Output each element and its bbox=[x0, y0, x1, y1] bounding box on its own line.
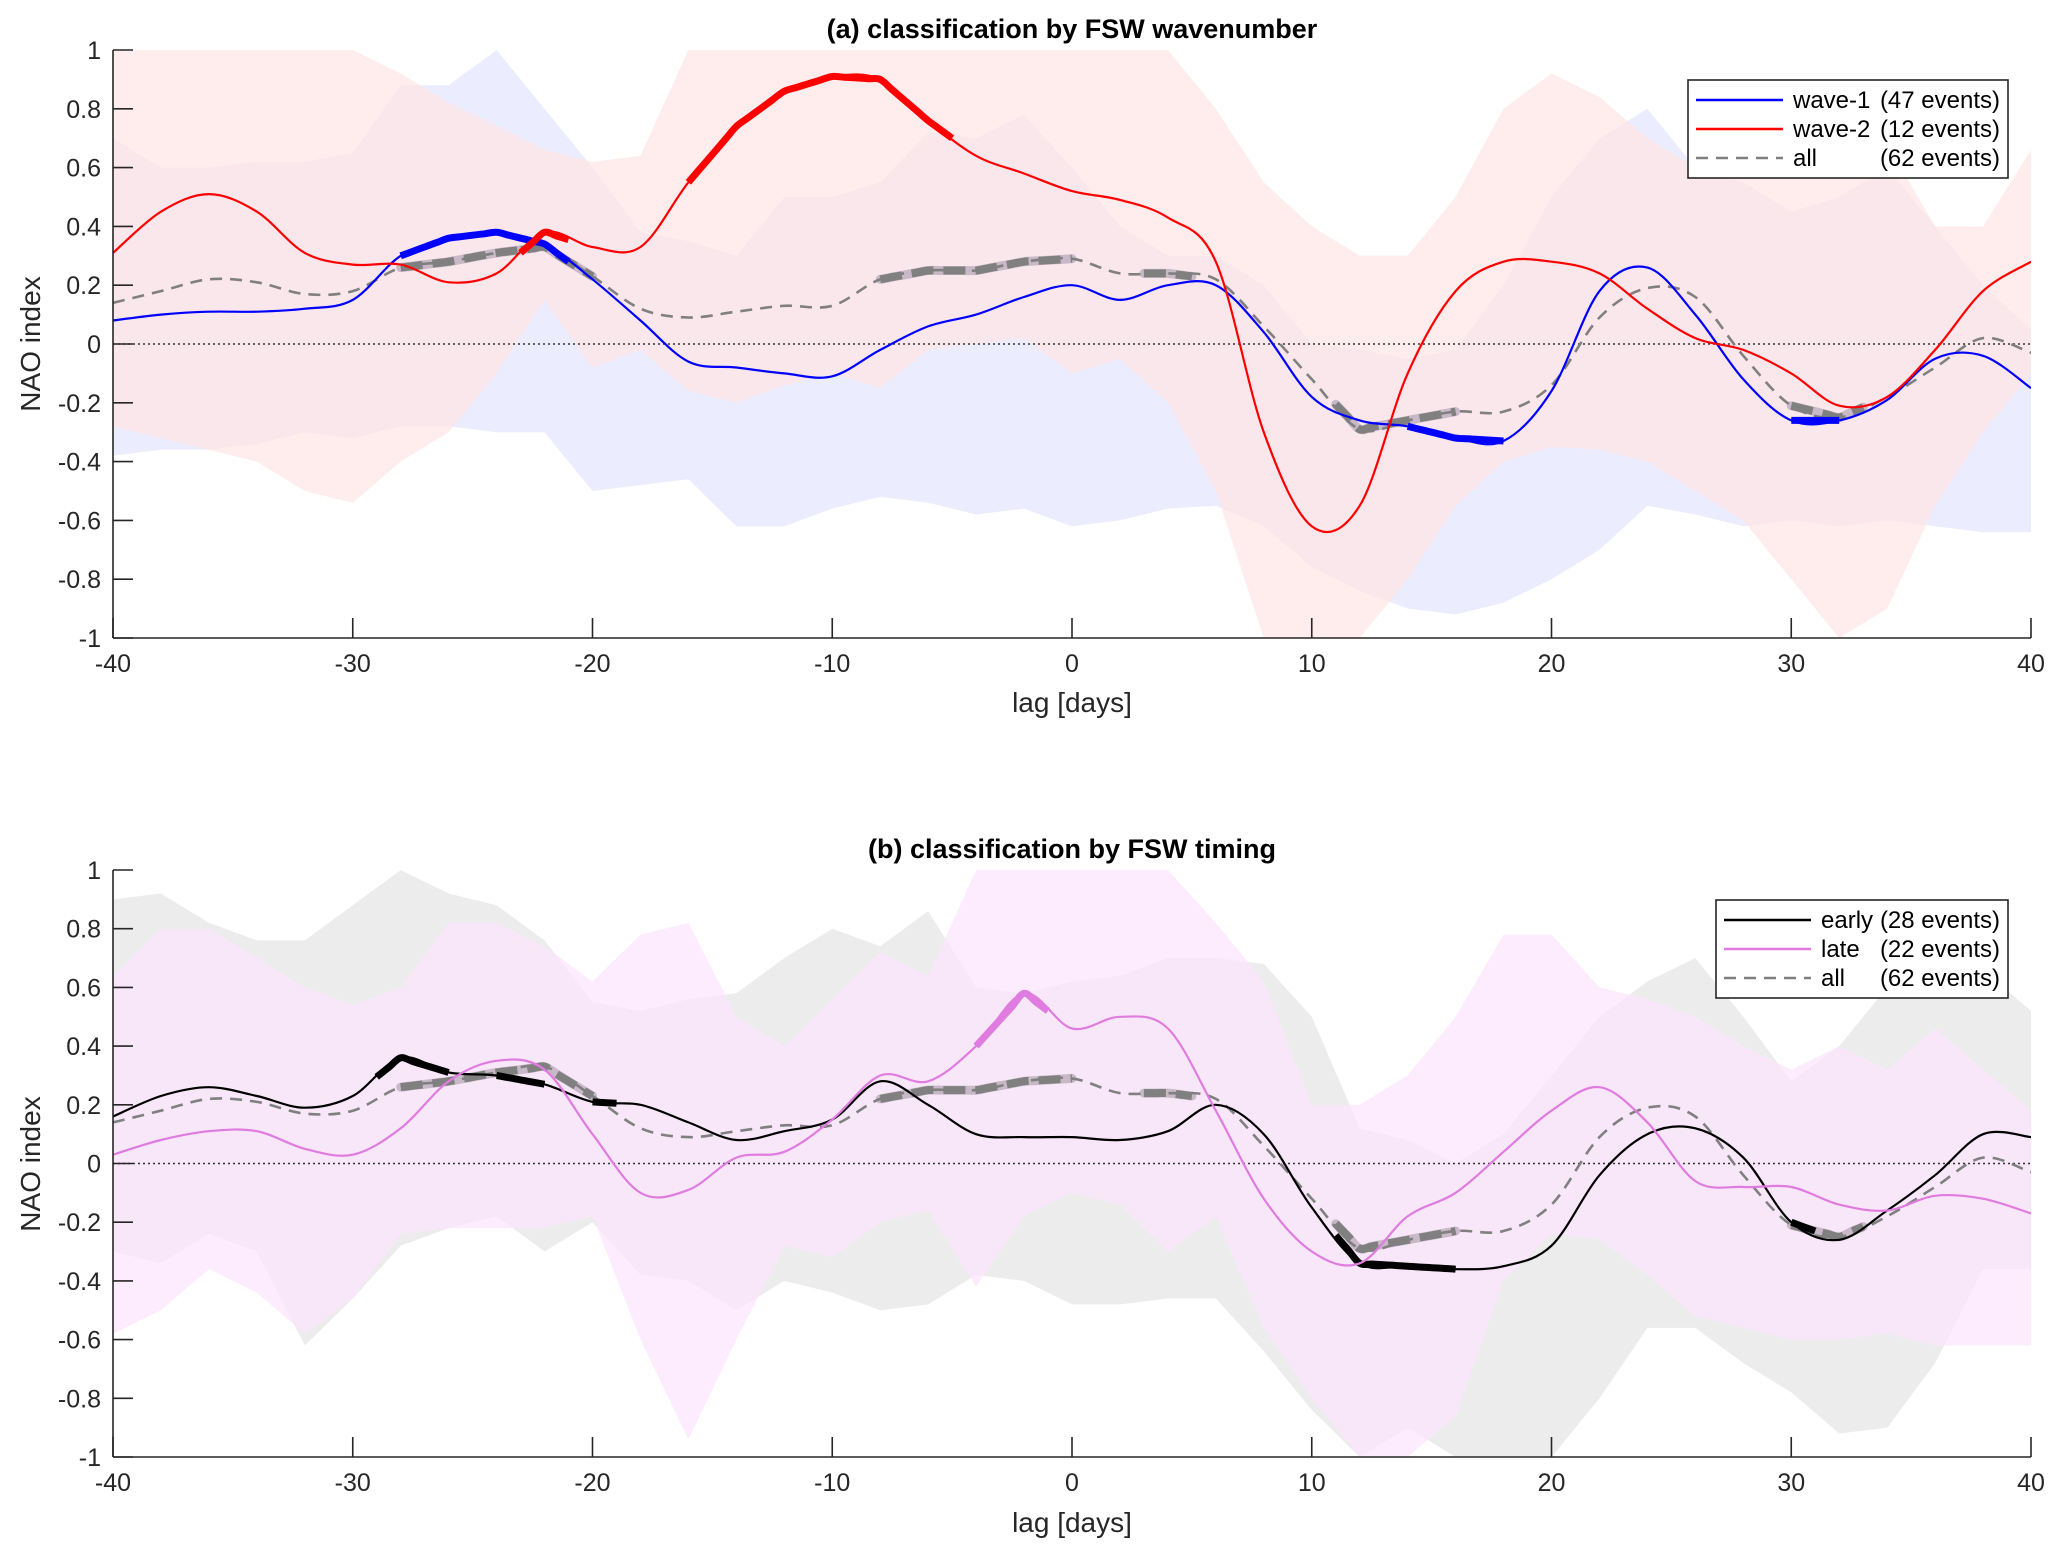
panel-b-xlabel: lag [days] bbox=[1012, 1507, 1132, 1538]
x-tick-label: 30 bbox=[1777, 1469, 1805, 1497]
y-tick-label: 0 bbox=[87, 331, 101, 359]
panel-a-bands bbox=[113, 50, 2031, 638]
panel-b: (b) classification by FSW timing -40 -30 -… bbox=[15, 834, 2045, 1538]
significant-segment-all bbox=[1790, 401, 1865, 422]
y-tick-label: 0.2 bbox=[66, 1092, 101, 1120]
panel-a-axes: -40 -30 -20 -10 0 10 20 30 40-1-0.8-0.6-0.4-0.20… bbox=[58, 37, 2045, 678]
y-tick-label: 0.4 bbox=[66, 1033, 101, 1061]
significant-segment-all bbox=[1332, 1220, 1457, 1254]
y-tick-label: -0.6 bbox=[58, 1327, 101, 1355]
x-tick-label: 10 bbox=[1298, 650, 1326, 678]
panel-b-title: (b) classification by FSW timing bbox=[868, 834, 1276, 864]
panel-a: (a) classification by FSW wavenumber -40… bbox=[15, 14, 2045, 718]
legend-label-late: late bbox=[1821, 936, 1860, 963]
panel-b-lines bbox=[113, 989, 2031, 1273]
y-tick-label: 0.2 bbox=[66, 272, 101, 300]
significant-segment-all bbox=[1332, 401, 1457, 434]
x-tick-label: 0 bbox=[1065, 650, 1079, 678]
x-tick-label: 0 bbox=[1065, 1469, 1079, 1497]
x-tick-label: 10 bbox=[1298, 1469, 1326, 1497]
x-tick-label: -40 bbox=[95, 1469, 131, 1497]
legend-label-all: all bbox=[1821, 965, 1845, 992]
x-tick-label: 40 bbox=[2017, 1469, 2045, 1497]
series-line-wave-1 bbox=[113, 231, 2031, 446]
legend-count-early: (28 events) bbox=[1880, 907, 2000, 934]
band-late bbox=[113, 870, 2031, 1457]
y-tick-label: -0.4 bbox=[58, 449, 101, 477]
x-tick-label: -10 bbox=[814, 650, 850, 678]
legend-count-late: (22 events) bbox=[1880, 936, 2000, 963]
x-tick-label: -10 bbox=[814, 1469, 850, 1497]
y-tick-label: 0.6 bbox=[66, 155, 101, 183]
legend-label-wave-1: wave-1 bbox=[1792, 87, 1870, 114]
panel-b-axes: -40 -30 -20 -10 0 10 20 30 40-1-0.8-0.6-0.4-0.20… bbox=[58, 857, 2045, 1497]
x-tick-label: 30 bbox=[1777, 650, 1805, 678]
y-tick-label: -0.2 bbox=[58, 1209, 101, 1237]
y-tick-label: -0.6 bbox=[58, 507, 101, 535]
x-tick-label: -20 bbox=[574, 650, 610, 678]
y-tick-label: 0 bbox=[87, 1151, 101, 1179]
legend-label-early: early bbox=[1821, 907, 1873, 934]
y-tick-label: 0.6 bbox=[66, 974, 101, 1002]
legend-label-all: all bbox=[1793, 145, 1817, 172]
x-tick-label: -20 bbox=[574, 1469, 610, 1497]
series-line-early bbox=[113, 1056, 2031, 1271]
band-wave-2 bbox=[113, 50, 2031, 638]
legend-label-wave-2: wave-2 bbox=[1792, 116, 1870, 143]
x-tick-label: -30 bbox=[335, 650, 371, 678]
panel-b-legend: early (28 events) late (22 events) all (62 ev… bbox=[1715, 899, 2009, 999]
legend-count-wave-2: (12 events) bbox=[1880, 116, 2000, 143]
panel-b-bands bbox=[113, 870, 2031, 1457]
panel-b-ylabel: NAO index bbox=[15, 1096, 46, 1231]
y-tick-label: -0.8 bbox=[58, 566, 101, 594]
y-tick-label: 0.8 bbox=[66, 96, 101, 124]
legend-count-wave-1: (47 events) bbox=[1880, 87, 2000, 114]
y-tick-label: -0.8 bbox=[58, 1385, 101, 1413]
panel-a-ylabel: NAO index bbox=[15, 276, 46, 411]
x-tick-label: 20 bbox=[1538, 1469, 1566, 1497]
legend-count-all: (62 events) bbox=[1880, 145, 2000, 172]
panel-a-lines bbox=[113, 72, 2031, 534]
panel-a-xlabel: lag [days] bbox=[1012, 687, 1132, 718]
series-line-wave-2 bbox=[113, 73, 2031, 534]
y-tick-label: -1 bbox=[79, 625, 101, 653]
y-tick-label: 0.8 bbox=[66, 916, 101, 944]
x-tick-label: -30 bbox=[335, 1469, 371, 1497]
x-tick-label: 40 bbox=[2017, 650, 2045, 678]
series-line-late bbox=[113, 992, 2031, 1267]
y-tick-label: -0.4 bbox=[58, 1268, 101, 1296]
y-tick-label: -1 bbox=[79, 1444, 101, 1472]
x-tick-label: 20 bbox=[1538, 650, 1566, 678]
legend-count-all: (62 events) bbox=[1880, 965, 2000, 992]
y-tick-label: -0.2 bbox=[58, 390, 101, 418]
y-tick-label: 0.4 bbox=[66, 213, 101, 241]
x-tick-label: -40 bbox=[95, 650, 131, 678]
y-tick-label: 1 bbox=[87, 857, 101, 885]
panel-a-title: (a) classification by FSW wavenumber bbox=[827, 14, 1318, 44]
panel-a-legend: wave-1 (47 events) wave-2 (12 events) all (62… bbox=[1687, 79, 2009, 179]
y-tick-label: 1 bbox=[87, 37, 101, 65]
